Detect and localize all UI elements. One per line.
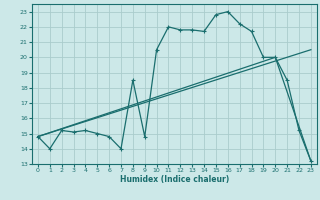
X-axis label: Humidex (Indice chaleur): Humidex (Indice chaleur) xyxy=(120,175,229,184)
